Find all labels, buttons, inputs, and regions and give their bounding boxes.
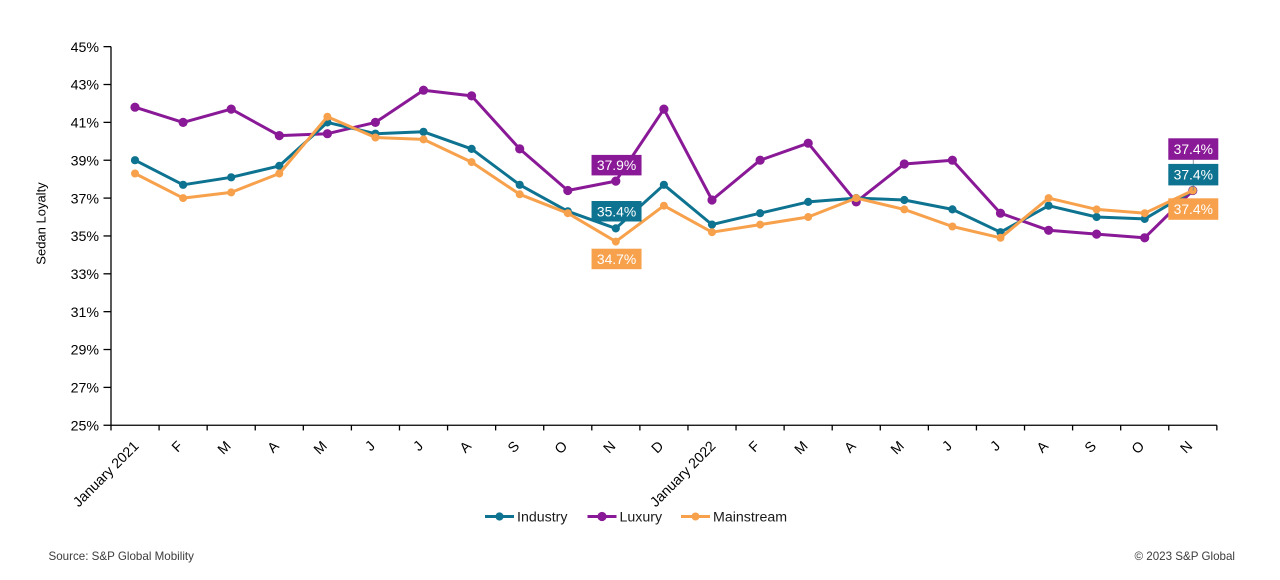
svg-text:Sedan Loyalty: Sedan Loyalty bbox=[33, 182, 48, 265]
svg-text:© 2023 S&P Global: © 2023 S&P Global bbox=[1135, 550, 1236, 563]
svg-text:25%: 25% bbox=[71, 418, 100, 434]
svg-text:Industry: Industry bbox=[517, 510, 568, 526]
svg-text:31%: 31% bbox=[71, 305, 100, 321]
svg-text:37.4%: 37.4% bbox=[1174, 141, 1213, 157]
svg-text:Mainstream: Mainstream bbox=[713, 510, 787, 526]
svg-text:35%: 35% bbox=[71, 229, 100, 245]
svg-text:33%: 33% bbox=[71, 267, 100, 283]
svg-text:37.9%: 37.9% bbox=[597, 157, 636, 173]
svg-text:41%: 41% bbox=[71, 116, 100, 132]
svg-text:37%: 37% bbox=[71, 191, 100, 207]
svg-text:35.4%: 35.4% bbox=[597, 203, 636, 219]
svg-text:Luxury: Luxury bbox=[620, 510, 663, 526]
svg-text:27%: 27% bbox=[71, 381, 100, 397]
svg-text:37.4%: 37.4% bbox=[1174, 201, 1213, 217]
svg-text:43%: 43% bbox=[71, 78, 100, 94]
svg-text:29%: 29% bbox=[71, 343, 100, 359]
svg-text:34.7%: 34.7% bbox=[597, 251, 636, 267]
svg-text:39%: 39% bbox=[71, 153, 100, 169]
svg-text:37.4%: 37.4% bbox=[1174, 167, 1213, 183]
svg-text:Source: S&P Global Mobility: Source: S&P Global Mobility bbox=[49, 550, 195, 563]
svg-text:45%: 45% bbox=[71, 40, 100, 56]
